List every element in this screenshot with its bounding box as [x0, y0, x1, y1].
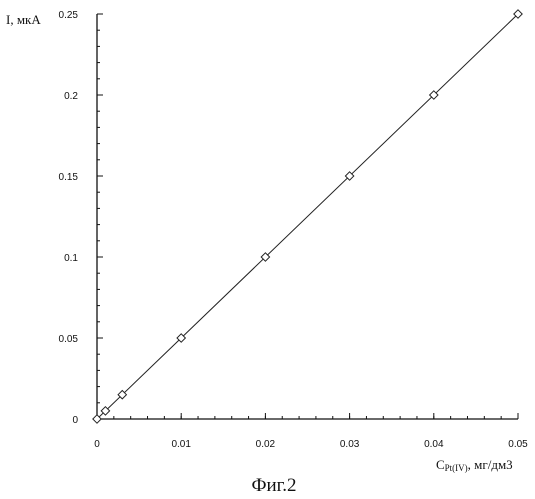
x-tick-label: 0	[94, 439, 100, 450]
x-tick-label: 0.04	[424, 439, 444, 450]
x-axis-label-main: C	[436, 457, 445, 472]
regression-line	[97, 14, 518, 419]
y-tick-label: 0	[72, 415, 78, 426]
x-tick-label: 0.05	[508, 439, 528, 450]
series-group	[93, 10, 522, 423]
x-tick-label: 0.02	[256, 439, 276, 450]
figure-caption: Фиг.2	[251, 475, 296, 496]
x-axis-label: CPt(IV), мг/дм3	[436, 457, 513, 473]
y-axis-label: I, мкА	[6, 12, 41, 27]
y-tick-label: 0.15	[59, 172, 79, 183]
y-tick-label: 0.25	[59, 10, 79, 21]
x-tick-label: 0.03	[340, 439, 360, 450]
x-axis-label-subscript: Pt(IV)	[445, 463, 468, 473]
x-tick-label: 0.01	[171, 439, 191, 450]
y-tick-label: 0.05	[59, 334, 79, 345]
y-tick-label: 0.2	[64, 91, 78, 102]
x-axis-label-unit: , мг/дм3	[468, 457, 513, 472]
y-tick-label: 0.1	[64, 253, 78, 264]
